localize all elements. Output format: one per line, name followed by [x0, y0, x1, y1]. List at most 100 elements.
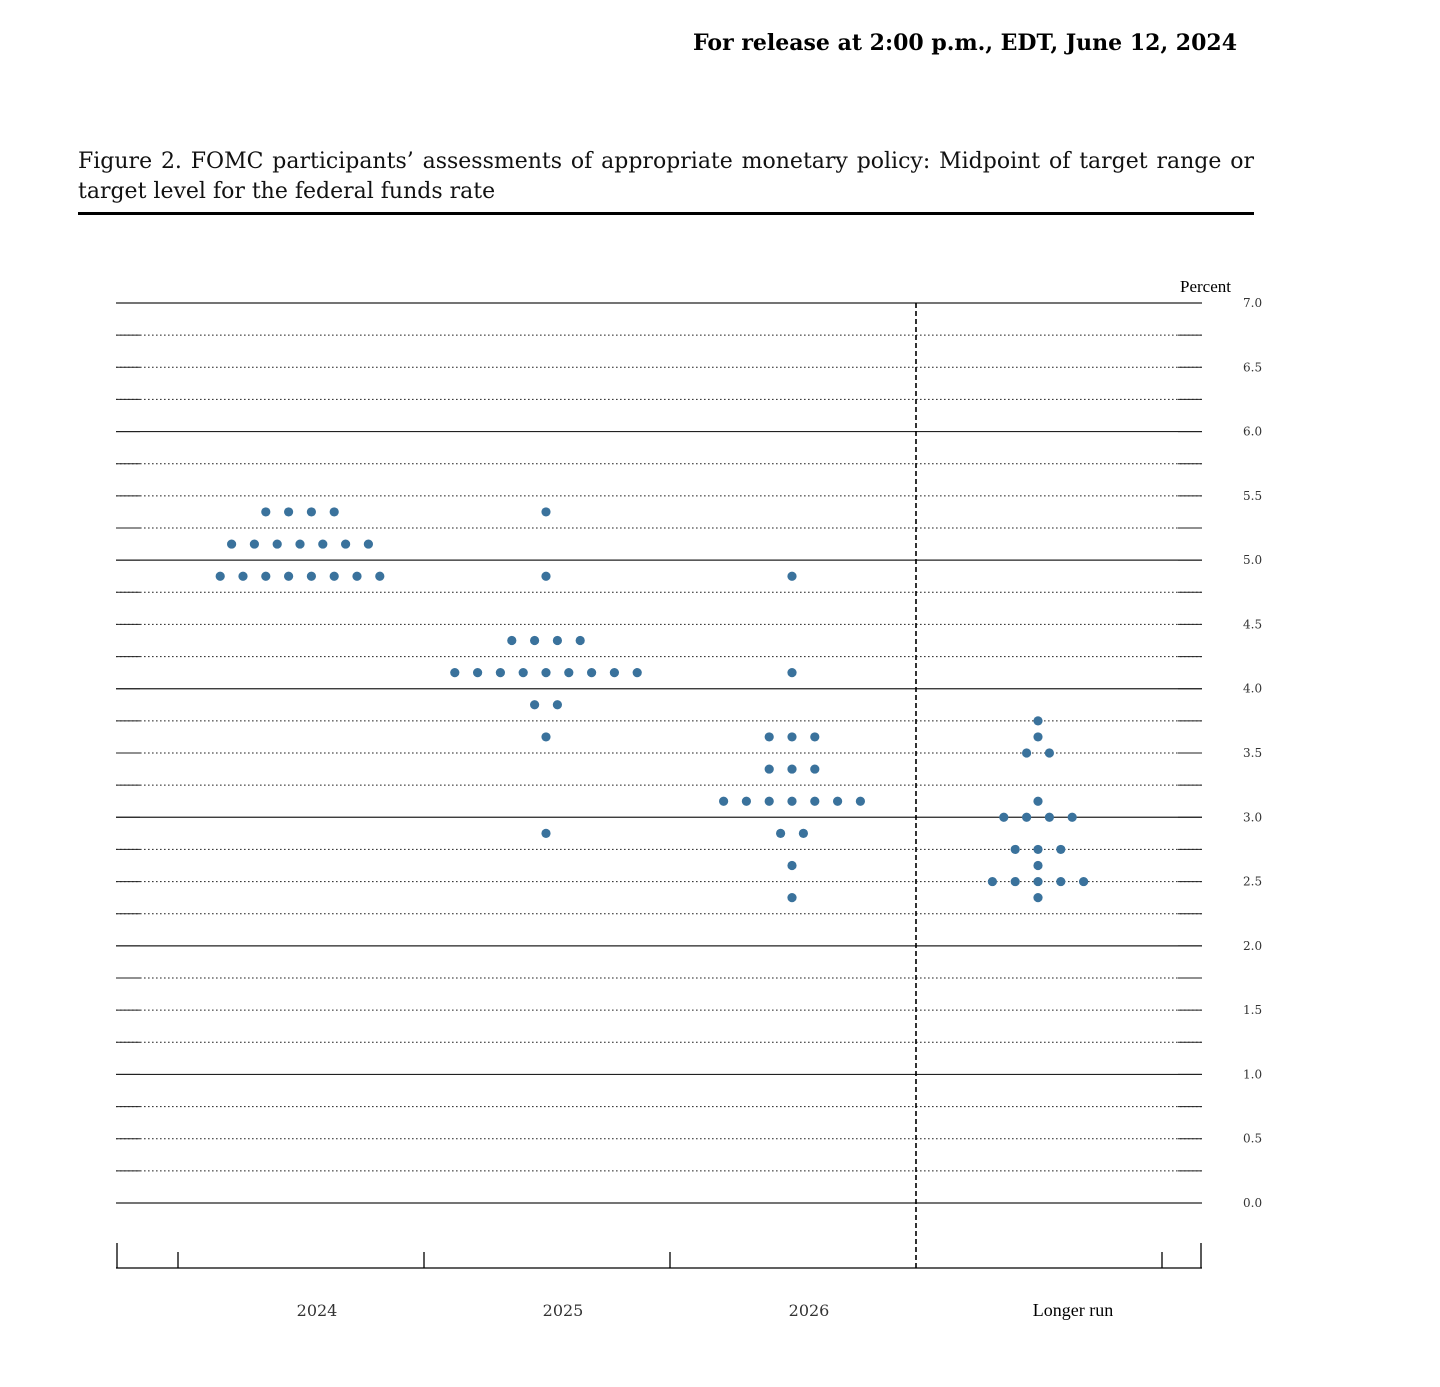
y-tick-label: 7.0	[1243, 296, 1262, 310]
participant-dot	[329, 571, 339, 581]
participant-dot	[1033, 860, 1043, 871]
participant-dot	[507, 635, 517, 646]
participant-dot	[632, 668, 642, 678]
y-tick-label: 3.0	[1243, 810, 1262, 824]
participant-dot	[787, 764, 797, 774]
participant-dot	[215, 571, 225, 581]
gridlines	[116, 302, 1202, 1204]
x-axis-labels: 2024 2025 2026 Longer run	[297, 1300, 1114, 1320]
participant-dot	[1033, 893, 1043, 903]
participant-dot	[238, 571, 248, 581]
participant-dot	[1033, 716, 1043, 726]
participant-dot	[810, 796, 820, 806]
participant-dot	[787, 732, 797, 742]
participant-dot	[787, 893, 797, 903]
participant-dot	[787, 796, 797, 806]
x-category-label: 2024	[297, 1301, 338, 1320]
participant-dot	[1033, 844, 1043, 855]
y-tick-label: 1.5	[1243, 1003, 1262, 1017]
participant-dot	[1044, 812, 1054, 822]
participant-dot	[375, 571, 385, 581]
participant-dot	[741, 796, 752, 806]
y-tick-label: 2.0	[1243, 939, 1262, 953]
participant-dot	[787, 571, 797, 581]
x-category-label: Longer run	[1033, 1300, 1113, 1320]
participant-dot	[329, 507, 339, 517]
participant-dot	[352, 571, 362, 581]
participant-dot	[564, 668, 574, 678]
participant-dot	[1033, 796, 1043, 806]
participant-dot	[541, 732, 551, 742]
participant-dot	[227, 539, 237, 549]
y-axis-labels: 0.0 0.5 1.0 1.5 2.0 2.5 3.0 3.5 4.0 4.5 5.0 5.5 6.0 6…	[1243, 296, 1262, 1210]
participant-dot	[541, 828, 551, 838]
participant-dot	[530, 635, 540, 646]
participant-dot	[552, 635, 563, 646]
release-date-header: For release at 2:00 p.m., EDT, June 12, …	[693, 30, 1237, 56]
y-tick-label: 4.5	[1243, 617, 1262, 631]
participant-dot	[987, 876, 998, 887]
participant-dot	[1022, 812, 1032, 822]
participant-dot	[530, 700, 540, 710]
x-category-label: 2025	[543, 1301, 584, 1320]
participant-dot	[1033, 732, 1043, 742]
participant-dot	[306, 507, 316, 517]
participant-dot	[719, 796, 729, 806]
participant-dot	[318, 539, 328, 549]
participant-dot	[261, 507, 271, 517]
participant-dot	[1010, 844, 1020, 855]
figure-title: Figure 2. FOMC participants’ assessments…	[78, 149, 1254, 204]
y-tick-label: 0.5	[1243, 1132, 1262, 1146]
participant-dot	[1010, 876, 1020, 887]
participant-dot	[1033, 876, 1043, 887]
participant-dot	[764, 796, 774, 806]
participant-dot	[764, 764, 774, 774]
participant-dot	[541, 668, 551, 678]
participant-dot	[495, 668, 505, 678]
participant-dot	[552, 700, 563, 710]
y-axis-unit-label: Percent	[1180, 277, 1231, 296]
participant-dot	[306, 571, 316, 581]
participant-dot	[575, 635, 585, 646]
participant-dot	[855, 796, 866, 806]
participant-dot	[798, 828, 809, 838]
participant-dot	[833, 796, 843, 806]
participant-dot	[1044, 748, 1054, 758]
y-tick-label: 6.0	[1243, 425, 1262, 439]
y-tick-label: 1.0	[1243, 1067, 1262, 1081]
participant-dot	[1067, 812, 1077, 822]
participant-dot	[295, 539, 305, 549]
y-tick-label: 6.5	[1243, 360, 1262, 374]
participant-dot	[284, 507, 294, 517]
participant-dot	[473, 668, 483, 678]
participant-dot	[541, 571, 551, 581]
participant-dot	[776, 828, 786, 838]
participant-dot	[609, 668, 620, 678]
participant-dot	[1056, 844, 1066, 855]
participant-dot	[249, 539, 259, 549]
participant-dot	[1056, 876, 1066, 887]
participant-dot	[518, 668, 528, 678]
participant-dot	[787, 668, 797, 678]
participant-dot	[587, 668, 597, 678]
title-rule	[78, 212, 1254, 215]
participant-dot	[450, 668, 460, 678]
x-category-label: 2026	[789, 1301, 830, 1320]
participant-dots	[215, 507, 1089, 903]
y-tick-label: 5.0	[1243, 553, 1262, 567]
participant-dot	[810, 732, 820, 742]
y-edge-ticks	[116, 302, 1202, 1204]
participant-dot	[787, 860, 797, 871]
participant-dot	[261, 571, 271, 581]
participant-dot	[999, 812, 1009, 822]
x-axis	[116, 1243, 1202, 1269]
y-tick-label: 0.0	[1243, 1196, 1262, 1210]
participant-dot	[284, 571, 294, 581]
y-tick-label: 5.5	[1243, 489, 1262, 503]
participant-dot	[541, 507, 551, 517]
participant-dot	[1022, 748, 1032, 758]
participant-dot	[764, 732, 774, 742]
participant-dot	[363, 539, 373, 549]
participant-dot	[341, 539, 351, 549]
